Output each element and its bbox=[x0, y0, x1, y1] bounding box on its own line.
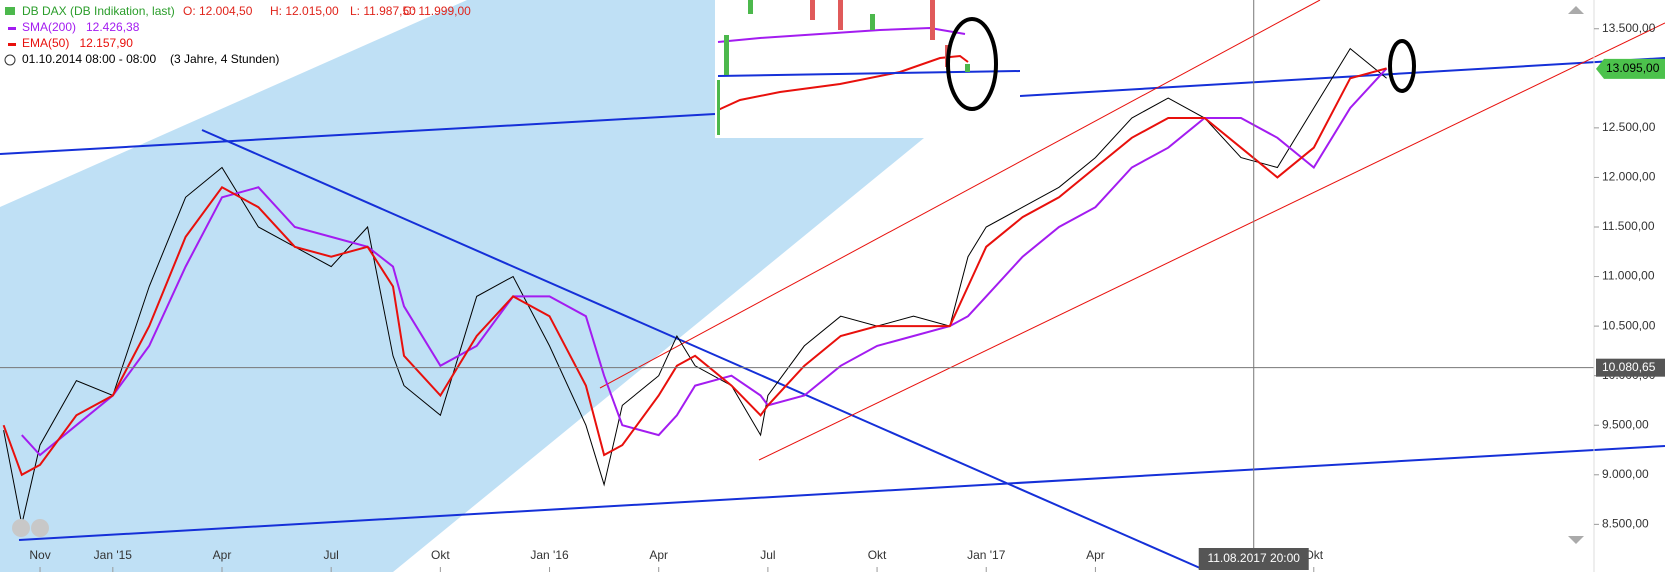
x-tick-label: Jan '17 bbox=[967, 548, 1006, 562]
x-tick-label: Jul bbox=[760, 548, 775, 562]
trendline bbox=[18, 445, 1665, 541]
x-tick-label: Apr bbox=[649, 548, 668, 562]
series-line bbox=[3, 47, 1387, 525]
x-tick-label: Okt bbox=[431, 548, 450, 562]
legend-series: SMA(200) 12.426,38 EMA(50) 12.157,90 bbox=[8, 20, 140, 50]
plot: Nov Jan '15 Apr Jul Okt Jan '16 Apr Jul Okt Jan '… bbox=[0, 0, 1594, 572]
inset-candle bbox=[965, 64, 970, 72]
x-tick-label: Okt bbox=[868, 548, 887, 562]
trendline bbox=[0, 113, 716, 155]
y-tick-label: 9.500,00 bbox=[1602, 417, 1649, 431]
x-tick-label: Okt bbox=[1304, 548, 1323, 562]
y-tick-label: 13.500,00 bbox=[1602, 21, 1656, 35]
legend-icon bbox=[5, 7, 15, 15]
scroll-down[interactable] bbox=[1568, 536, 1584, 544]
series-line bbox=[2, 67, 1387, 477]
highlight-circle bbox=[1388, 39, 1416, 93]
trendline bbox=[1019, 57, 1665, 97]
legend-swatch bbox=[8, 27, 16, 30]
legend-ohlc: O: 12.004,50 bbox=[183, 4, 253, 18]
scroll-up[interactable] bbox=[1568, 6, 1584, 14]
y-tick-label: 12.000,00 bbox=[1602, 170, 1656, 184]
legend-readout: 12.426,38 bbox=[86, 20, 140, 34]
y-tick-label: 8.500,00 bbox=[1602, 517, 1649, 531]
inset-sma bbox=[717, 26, 966, 43]
inset-candle bbox=[838, 0, 843, 30]
crosshair-y-label: 10.080,65 bbox=[1602, 360, 1656, 374]
y-tick-label: 11.000,00 bbox=[1602, 269, 1655, 283]
highlight-circle bbox=[946, 17, 998, 111]
series-line bbox=[21, 67, 1388, 457]
y-tick-label: 12.500,00 bbox=[1602, 120, 1656, 134]
y-axis: 8.500,009.000,009.500,0010.000,0010.500,… bbox=[1594, 21, 1665, 531]
zoom-button[interactable] bbox=[12, 519, 30, 537]
legend-instrument: DB DAX (DB Indikation, last) bbox=[22, 4, 175, 18]
legend: DB DAX (DB Indikation, last) O: 12.004,5… bbox=[4, 4, 471, 66]
crosshair-y-box bbox=[1596, 358, 1665, 377]
y-tick-label: 9.000,00 bbox=[1602, 467, 1649, 481]
legend-range: (3 Jahre, 4 Stunden) bbox=[170, 52, 279, 66]
legend-ohlc: C: 11.999,00 bbox=[403, 4, 471, 18]
x-tick-label: Jan '16 bbox=[530, 548, 569, 562]
trendline bbox=[201, 129, 1201, 569]
x-tick-label: Jan '15 bbox=[94, 548, 133, 562]
inset-candle bbox=[810, 0, 815, 20]
inset-ema bbox=[717, 54, 969, 111]
last-price-box bbox=[1596, 58, 1665, 79]
inset-candle bbox=[724, 35, 729, 75]
channel-line bbox=[758, 22, 1665, 461]
crosshair-x-box bbox=[1198, 548, 1309, 570]
inset bbox=[715, 0, 1021, 138]
legend-swatch bbox=[8, 43, 16, 46]
legend-label: SMA(200) bbox=[22, 20, 76, 34]
last-price-label: 13.095,00 bbox=[1606, 61, 1660, 75]
legend-ohlc: L: 11.987,50 bbox=[350, 4, 416, 18]
legend-label: EMA(50) bbox=[22, 36, 69, 50]
zoom-buttons bbox=[12, 519, 49, 537]
legend-period: 01.10.2014 08:00 - 08:00 bbox=[22, 52, 156, 66]
x-tick-label: Jul bbox=[324, 548, 339, 562]
x-tick-label: Apr bbox=[213, 548, 232, 562]
y-tick-label: 10.500,00 bbox=[1602, 318, 1656, 332]
x-tick-label: Nov bbox=[29, 548, 50, 562]
inset-candle bbox=[870, 14, 875, 30]
zoom-button[interactable] bbox=[31, 519, 49, 537]
channel-line bbox=[599, 0, 1321, 389]
legend-ohlc: H: 12.015,00 bbox=[270, 4, 339, 18]
inset-candle bbox=[930, 0, 935, 40]
clock-icon bbox=[4, 54, 16, 66]
legend-readout: 12.157,90 bbox=[80, 36, 134, 50]
x-tick-label: Apr bbox=[1086, 548, 1105, 562]
crosshair-x-label: 11.08.2017 20:00 bbox=[1207, 551, 1300, 565]
inset-candle bbox=[748, 0, 753, 14]
inset-candle bbox=[717, 80, 720, 135]
y-tick-label: 11.500,00 bbox=[1602, 219, 1655, 233]
